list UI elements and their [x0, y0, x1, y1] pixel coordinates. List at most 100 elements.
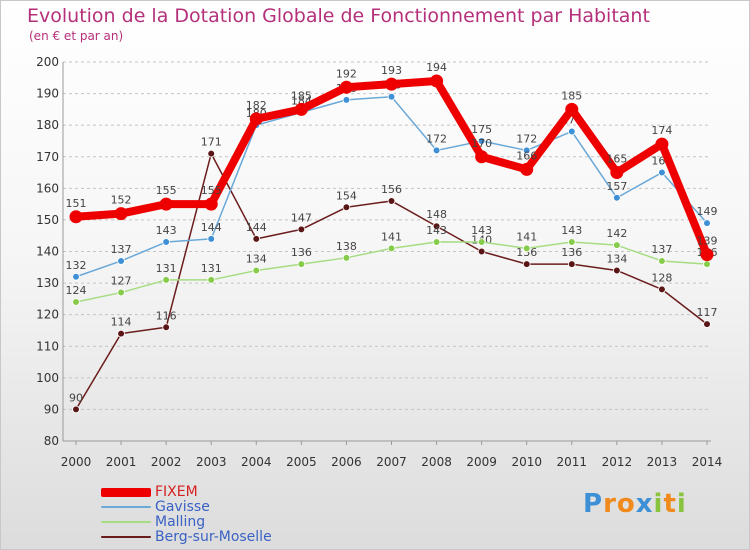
data-point-gavisse [72, 272, 80, 281]
legend-swatch-malling [101, 521, 151, 523]
data-point-berg-sur-moselle [342, 203, 351, 212]
data-label-gavisse: 172 [516, 132, 537, 145]
data-label-berg-sur-moselle: 144 [246, 221, 267, 234]
x-tick-label: 2010 [511, 455, 542, 469]
x-tick-label: 2006 [331, 455, 362, 469]
data-label-malling: 141 [516, 230, 537, 243]
chart-title: Evolution de la Dotation Globale de Fonc… [27, 5, 650, 27]
proxiti-logo: Proxiti [583, 489, 687, 519]
x-tick-label: 2003 [196, 455, 227, 469]
data-label-fixem: 151 [66, 197, 87, 210]
x-tick-label: 2005 [286, 455, 317, 469]
data-label-fixem: 155 [201, 184, 222, 197]
data-label-berg-sur-moselle: 90 [69, 391, 83, 404]
data-point-gavisse [703, 219, 711, 227]
data-label-berg-sur-moselle: 116 [156, 309, 177, 322]
data-label-fixem: 165 [606, 153, 627, 166]
logo-letter: x [635, 489, 654, 519]
data-label-berg-sur-moselle: 136 [561, 246, 582, 259]
logo-letter: i [653, 489, 664, 519]
data-point-malling [567, 238, 576, 246]
data-label-fixem: 155 [156, 184, 177, 197]
data-label-fixem: 193 [381, 64, 402, 77]
data-label-fixem: 192 [336, 67, 357, 80]
x-tick-label: 2009 [466, 455, 497, 469]
data-point-malling [703, 260, 711, 268]
y-tick-label: 200 [36, 55, 59, 69]
data-point-malling [477, 238, 486, 246]
data-label-gavisse: 175 [471, 123, 492, 136]
data-label-malling: 131 [201, 262, 222, 275]
y-tick-label: 120 [36, 308, 59, 322]
data-label-gavisse: 157 [606, 180, 627, 193]
data-label-malling: 138 [336, 240, 357, 253]
data-label-malling: 141 [381, 230, 402, 243]
y-tick-label: 160 [36, 181, 59, 195]
data-point-berg-sur-moselle [703, 320, 711, 328]
data-label-fixem: 185 [561, 89, 582, 102]
data-point-fixem [69, 210, 83, 224]
data-point-gavisse [567, 127, 576, 136]
logo-letter: P [583, 489, 604, 519]
data-point-berg-sur-moselle [387, 197, 396, 205]
data-label-berg-sur-moselle: 128 [651, 271, 672, 284]
data-point-malling [162, 276, 170, 284]
data-point-gavisse [162, 238, 170, 246]
data-point-gavisse [658, 168, 666, 177]
data-point-berg-sur-moselle [613, 266, 621, 275]
y-tick-label: 140 [36, 245, 59, 259]
data-label-berg-sur-moselle: 117 [697, 306, 718, 319]
data-point-malling [297, 260, 306, 268]
data-label-malling: 136 [291, 246, 312, 259]
x-tick-label: 2008 [421, 455, 452, 469]
data-point-gavisse [117, 257, 125, 265]
x-tick-label: 2007 [376, 455, 407, 469]
data-point-berg-sur-moselle [252, 235, 261, 243]
data-point-fixem [610, 166, 624, 180]
data-point-berg-sur-moselle [477, 247, 486, 256]
x-tick-label: 2012 [602, 455, 633, 469]
data-point-fixem [249, 112, 263, 126]
legend-swatch-berg-sur-moselle [101, 536, 151, 538]
data-point-berg-sur-moselle [567, 260, 576, 268]
data-label-berg-sur-moselle: 114 [111, 316, 132, 329]
data-label-malling: 137 [651, 243, 672, 256]
data-label-berg-sur-moselle: 156 [381, 183, 402, 196]
data-point-berg-sur-moselle [162, 323, 170, 332]
data-label-berg-sur-moselle: 147 [291, 211, 312, 224]
data-point-malling [252, 266, 261, 275]
data-label-gavisse: 137 [111, 243, 132, 256]
y-tick-label: 190 [36, 87, 59, 101]
data-label-fixem: 152 [111, 194, 132, 207]
y-tick-label: 90 [44, 402, 59, 416]
data-point-gavisse [477, 137, 486, 145]
data-label-malling: 143 [471, 224, 492, 237]
data-point-fixem [204, 197, 218, 211]
data-point-fixem [385, 77, 398, 91]
data-point-fixem [159, 197, 173, 211]
data-point-fixem [294, 102, 308, 116]
data-label-malling: 143 [561, 224, 582, 237]
data-label-malling: 124 [66, 284, 87, 297]
data-point-malling [432, 238, 441, 246]
data-point-malling [117, 288, 125, 297]
legend-label-gavisse: Gavisse [155, 499, 210, 515]
data-label-gavisse: 132 [66, 259, 87, 272]
data-point-berg-sur-moselle [72, 405, 80, 414]
data-label-gavisse: 144 [201, 221, 222, 234]
data-point-gavisse [387, 92, 396, 101]
data-label-malling: 131 [156, 262, 177, 275]
data-label-berg-sur-moselle: 148 [426, 208, 447, 221]
x-tick-label: 2011 [557, 455, 588, 469]
data-label-berg-sur-moselle: 136 [516, 246, 537, 259]
data-label-fixem: 194 [426, 61, 447, 74]
data-label-berg-sur-moselle: 134 [606, 252, 627, 265]
data-label-malling: 143 [426, 224, 447, 237]
data-point-gavisse [432, 146, 441, 155]
logo-letter: o [616, 489, 636, 519]
data-point-fixem [520, 162, 534, 176]
data-label-gavisse: 172 [426, 132, 447, 145]
data-point-gavisse [342, 96, 351, 104]
data-label-fixem: 166 [516, 149, 537, 162]
y-tick-label: 180 [36, 118, 59, 132]
